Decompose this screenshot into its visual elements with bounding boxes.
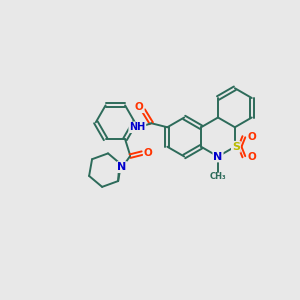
Text: N: N (118, 162, 127, 172)
Text: S: S (232, 142, 240, 152)
Text: O: O (144, 148, 152, 158)
Text: O: O (248, 132, 256, 142)
Text: NH: NH (129, 122, 146, 132)
Text: O: O (135, 102, 144, 112)
Text: CH₃: CH₃ (210, 172, 226, 181)
Text: O: O (248, 152, 256, 162)
Text: N: N (213, 152, 223, 161)
